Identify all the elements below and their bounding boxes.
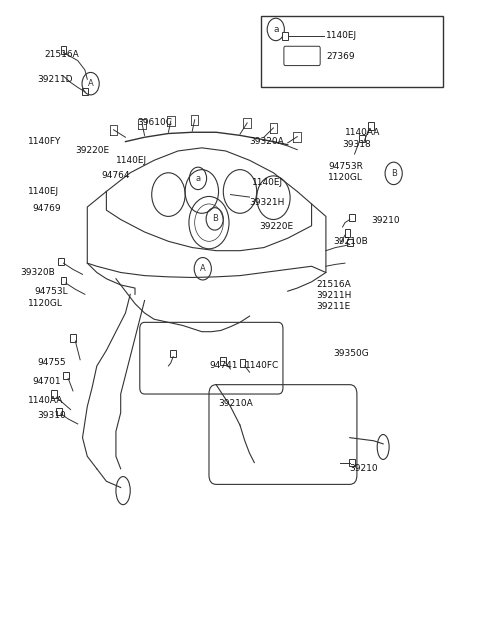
Text: 39210B: 39210B <box>333 237 368 246</box>
Text: 1140EJ: 1140EJ <box>116 156 147 165</box>
Text: 94753R: 94753R <box>328 162 363 171</box>
Text: 1140AA: 1140AA <box>345 128 380 136</box>
Text: 39320A: 39320A <box>250 137 284 146</box>
Text: 39211D: 39211D <box>37 74 72 84</box>
Bar <box>368 122 374 130</box>
Text: 1120GL: 1120GL <box>28 299 62 308</box>
Text: 1140FC: 1140FC <box>245 361 279 371</box>
Text: 94769: 94769 <box>33 204 61 213</box>
Text: 1140EJ: 1140EJ <box>28 187 59 196</box>
Text: 39211E: 39211E <box>316 302 350 310</box>
Bar <box>70 334 76 342</box>
Bar <box>58 257 64 265</box>
Bar <box>349 214 355 222</box>
Text: 21516A: 21516A <box>316 280 351 289</box>
Text: 94701: 94701 <box>33 377 61 386</box>
Bar <box>170 350 176 357</box>
Bar <box>282 32 288 39</box>
Bar <box>82 88 88 96</box>
Text: 1120GL: 1120GL <box>328 173 363 182</box>
Text: 39321H: 39321H <box>250 198 285 207</box>
Text: 39210A: 39210A <box>218 399 253 408</box>
Text: a: a <box>273 25 278 34</box>
Text: 39610C: 39610C <box>137 118 172 128</box>
Bar <box>359 135 364 142</box>
Text: 94741: 94741 <box>209 361 238 371</box>
Text: A: A <box>200 264 205 274</box>
Text: 39220E: 39220E <box>259 222 293 232</box>
Text: a: a <box>195 174 201 183</box>
Text: 94753L: 94753L <box>35 287 69 295</box>
Text: B: B <box>212 214 217 223</box>
Bar <box>60 46 66 54</box>
Bar <box>240 359 245 367</box>
Text: 39210: 39210 <box>371 216 400 225</box>
Text: 94755: 94755 <box>37 358 66 367</box>
Bar <box>51 390 57 398</box>
Bar <box>220 357 226 365</box>
Text: 21516A: 21516A <box>44 50 79 59</box>
Text: B: B <box>391 169 396 178</box>
Bar <box>345 230 350 237</box>
Bar <box>60 277 66 284</box>
Text: 1140EJ: 1140EJ <box>326 31 357 40</box>
Text: 1140EJ: 1140EJ <box>252 178 283 187</box>
Text: 94764: 94764 <box>102 172 130 180</box>
Text: 39318: 39318 <box>343 140 372 149</box>
Text: A: A <box>88 79 94 88</box>
Text: 39210: 39210 <box>350 464 378 473</box>
Text: 39350G: 39350G <box>333 349 369 358</box>
Text: 39320B: 39320B <box>21 268 55 277</box>
Bar <box>63 372 69 379</box>
Text: 27369: 27369 <box>326 52 355 61</box>
Text: 1140AA: 1140AA <box>28 396 63 405</box>
Text: 39310: 39310 <box>37 411 66 420</box>
Text: 39220E: 39220E <box>75 146 109 155</box>
Text: 39211H: 39211H <box>316 291 352 300</box>
Bar <box>349 459 355 466</box>
Bar <box>347 239 353 246</box>
Text: 1140FY: 1140FY <box>28 137 61 146</box>
Bar <box>56 408 61 415</box>
